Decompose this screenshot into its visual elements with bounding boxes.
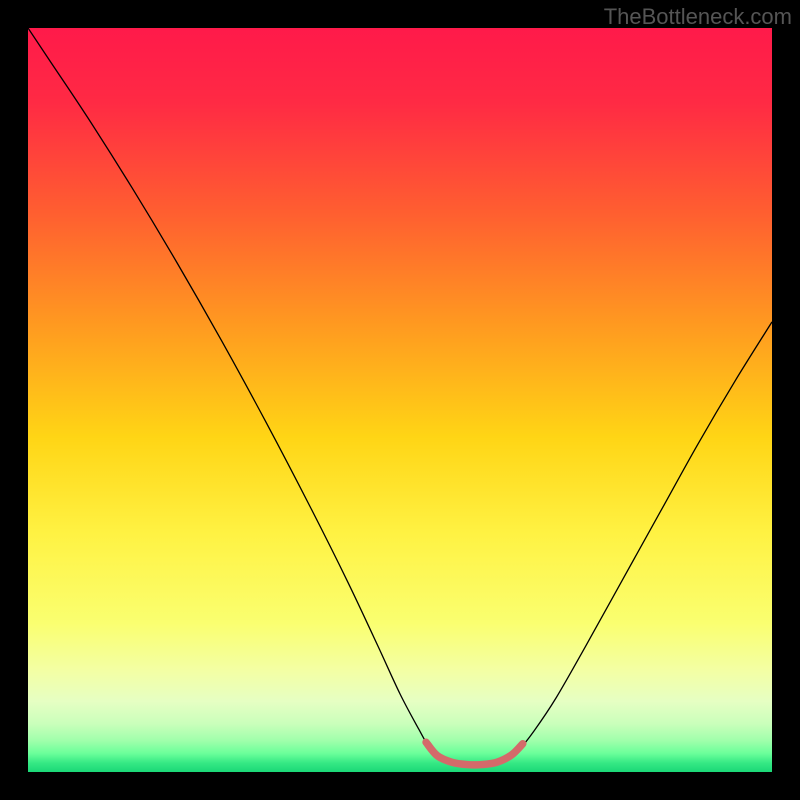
bottleneck-chart — [28, 28, 772, 772]
chart-svg — [28, 28, 772, 772]
watermark-text: TheBottleneck.com — [604, 4, 792, 30]
chart-background — [28, 28, 772, 772]
